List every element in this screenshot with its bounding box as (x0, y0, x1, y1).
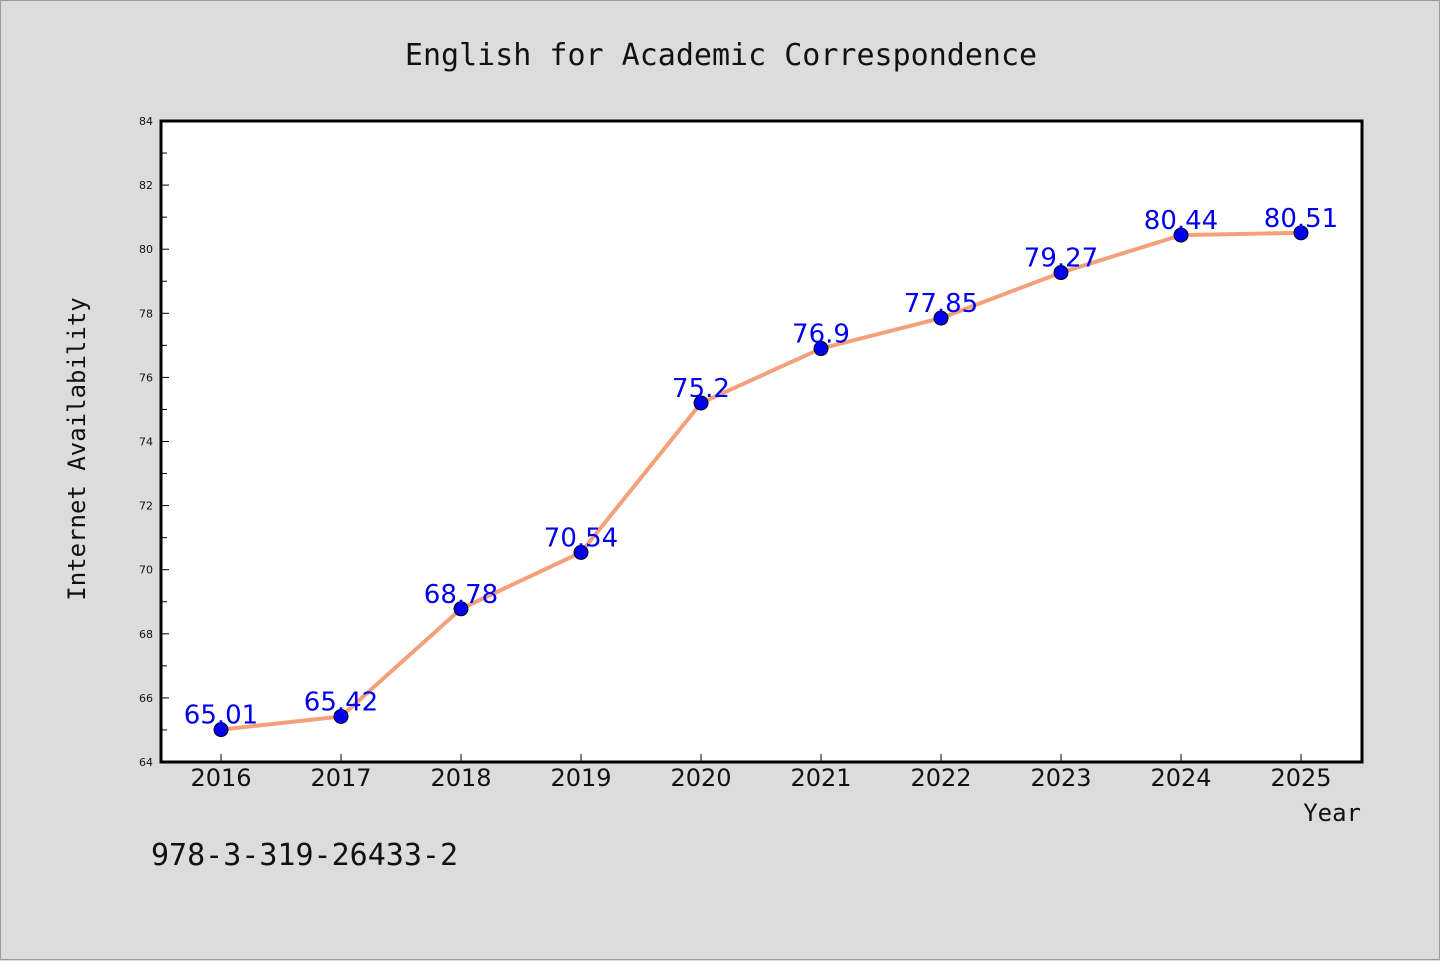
chart-title: English for Academic Correspondence (405, 38, 1037, 73)
data-label: 65.01 (184, 701, 258, 731)
y-axis: 64 66 68 70 72 74 76 78 80 82 84 (139, 115, 169, 769)
x-tick-label: 2018 (430, 764, 491, 792)
y-tick-label: 68 (139, 628, 153, 641)
y-tick-label: 84 (139, 115, 153, 128)
x-tick-label: 2024 (1150, 764, 1211, 792)
data-label: 68.78 (424, 580, 498, 610)
y-axis-label: Internet Availability (63, 297, 91, 600)
series-line (220, 230, 1302, 732)
x-tick-label: 2025 (1270, 764, 1331, 792)
y-tick-label: 72 (139, 500, 153, 513)
data-label: 76.9 (792, 320, 850, 350)
data-label: 77.85 (904, 289, 978, 319)
x-tick-label: 2017 (310, 764, 371, 792)
y-tick-label: 82 (139, 179, 153, 192)
data-label: 80.51 (1264, 204, 1338, 234)
data-markers (213, 225, 1309, 738)
data-labels: 65.01 65.42 68.78 70.54 75.2 76.9 77.85 79.27 80… (184, 204, 1338, 731)
y-tick-label: 64 (139, 756, 153, 769)
x-tick-label: 2021 (790, 764, 851, 792)
data-label: 75.2 (672, 374, 730, 404)
data-point (693, 395, 709, 411)
data-point (1173, 227, 1189, 243)
y-tick-label: 80 (139, 243, 153, 256)
data-label: 79.27 (1024, 244, 1098, 274)
y-tick-label: 76 (139, 371, 153, 384)
x-axis-label: Year (1303, 799, 1361, 827)
x-tick-label: 2016 (190, 764, 251, 792)
y-tick-label: 78 (139, 307, 153, 320)
data-point (333, 708, 349, 724)
data-label: 70.54 (544, 523, 618, 553)
data-point (213, 722, 229, 738)
data-point (1053, 265, 1069, 281)
data-point (933, 310, 949, 326)
x-tick-label: 2019 (550, 764, 611, 792)
data-point (1293, 225, 1309, 241)
x-tick-label: 2023 (1030, 764, 1091, 792)
x-axis: 2016 2017 2018 2019 2020 2021 2022 2023 2024 2025 (190, 754, 1332, 792)
isbn-text: 978-3-319-26433-2 (151, 838, 458, 873)
data-point (573, 544, 589, 560)
y-tick-label: 74 (139, 436, 153, 449)
data-point (453, 601, 469, 617)
y-tick-label: 66 (139, 692, 153, 705)
x-tick-label: 2020 (670, 764, 731, 792)
data-label: 80.44 (1144, 206, 1218, 236)
x-tick-label: 2022 (910, 764, 971, 792)
data-label: 65.42 (304, 687, 378, 717)
y-tick-label: 70 (139, 564, 153, 577)
data-point (813, 341, 829, 357)
series-line-group (220, 230, 1302, 732)
plot-area (159, 119, 1364, 764)
